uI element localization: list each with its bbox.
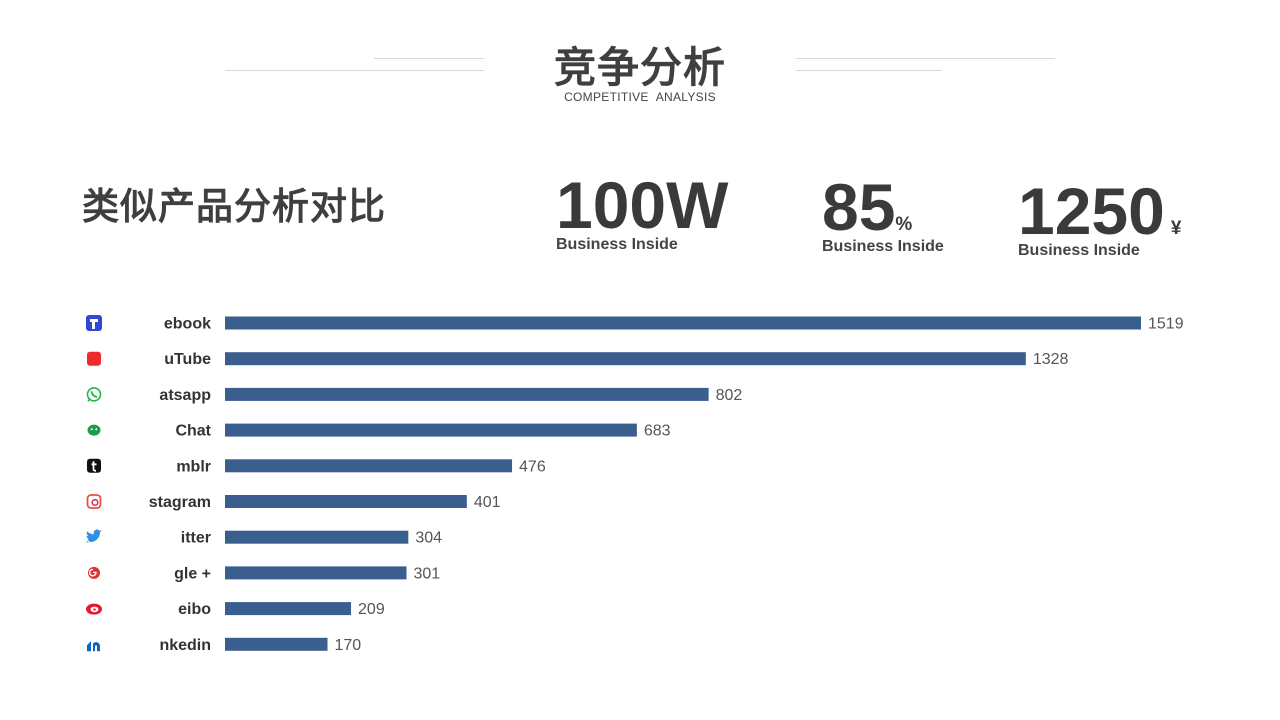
stat-value: 85: [822, 170, 896, 244]
category-label: uTube: [164, 351, 211, 368]
data-label: 301: [414, 565, 441, 582]
bar: [225, 459, 513, 473]
instagram-icon: [86, 494, 102, 509]
bar: [225, 530, 409, 544]
category-label: mblr: [176, 458, 211, 475]
stat-value: 100W: [556, 168, 729, 242]
data-label: 1328: [1033, 351, 1069, 368]
category-label: Chat: [175, 423, 211, 440]
twitter-icon: [86, 529, 102, 543]
facebook-icon: [86, 315, 102, 331]
header-rule-left-lower: [225, 70, 484, 71]
data-label: 476: [519, 458, 546, 475]
data-label: 170: [335, 637, 362, 654]
data-label: 401: [474, 494, 501, 511]
stat-block-1: 100W Business Inside: [556, 172, 728, 254]
bar: [225, 352, 1026, 366]
page-subtitle: COMPETITIVE ANALYSIS: [564, 90, 716, 104]
bar: [225, 387, 709, 401]
data-label: 304: [415, 530, 442, 547]
data-label: 1519: [1148, 316, 1184, 333]
bar: [225, 566, 407, 580]
wechat-icon: [87, 424, 101, 436]
category-label: nkedin: [159, 637, 211, 654]
stat-block-3: 1250 ¥ Business Inside: [1018, 178, 1181, 260]
category-label: stagram: [149, 494, 211, 511]
data-label: 802: [716, 387, 743, 404]
weibo-icon: [86, 603, 102, 615]
bar: [225, 495, 467, 508]
whatsapp-icon: [86, 387, 102, 402]
stat-label: Business Inside: [822, 238, 944, 255]
category-label: gle +: [174, 565, 211, 582]
category-label: eibo: [178, 601, 211, 618]
stat-suffix: ¥: [1170, 218, 1182, 239]
stat-suffix: %: [895, 214, 913, 235]
section-heading: 类似产品分析对比: [82, 186, 386, 227]
stat-block-2: 85% Business Inside: [822, 174, 944, 256]
tumblr-icon: [87, 458, 101, 473]
data-label: 209: [358, 601, 385, 618]
google-plus-icon: [88, 566, 100, 579]
header-rule-right-lower: [796, 70, 942, 71]
bar: [225, 602, 352, 616]
bar: [225, 316, 1141, 330]
page-title: 竞争分析: [553, 44, 726, 91]
stat-label: Business Inside: [556, 236, 678, 253]
stat-label: Business Inside: [1018, 242, 1140, 259]
youtube-icon: [87, 351, 101, 366]
stat-value: 1250: [1018, 174, 1165, 248]
linkedin-icon: [87, 641, 100, 652]
bar: [225, 637, 328, 651]
category-label: itter: [181, 530, 211, 547]
data-label: 683: [644, 423, 671, 440]
category-label: ebook: [164, 316, 211, 333]
header-rule-left-upper: [374, 58, 484, 59]
category-label: atsapp: [159, 387, 211, 404]
header-rule-right-upper: [796, 58, 1055, 59]
bar: [225, 423, 637, 437]
